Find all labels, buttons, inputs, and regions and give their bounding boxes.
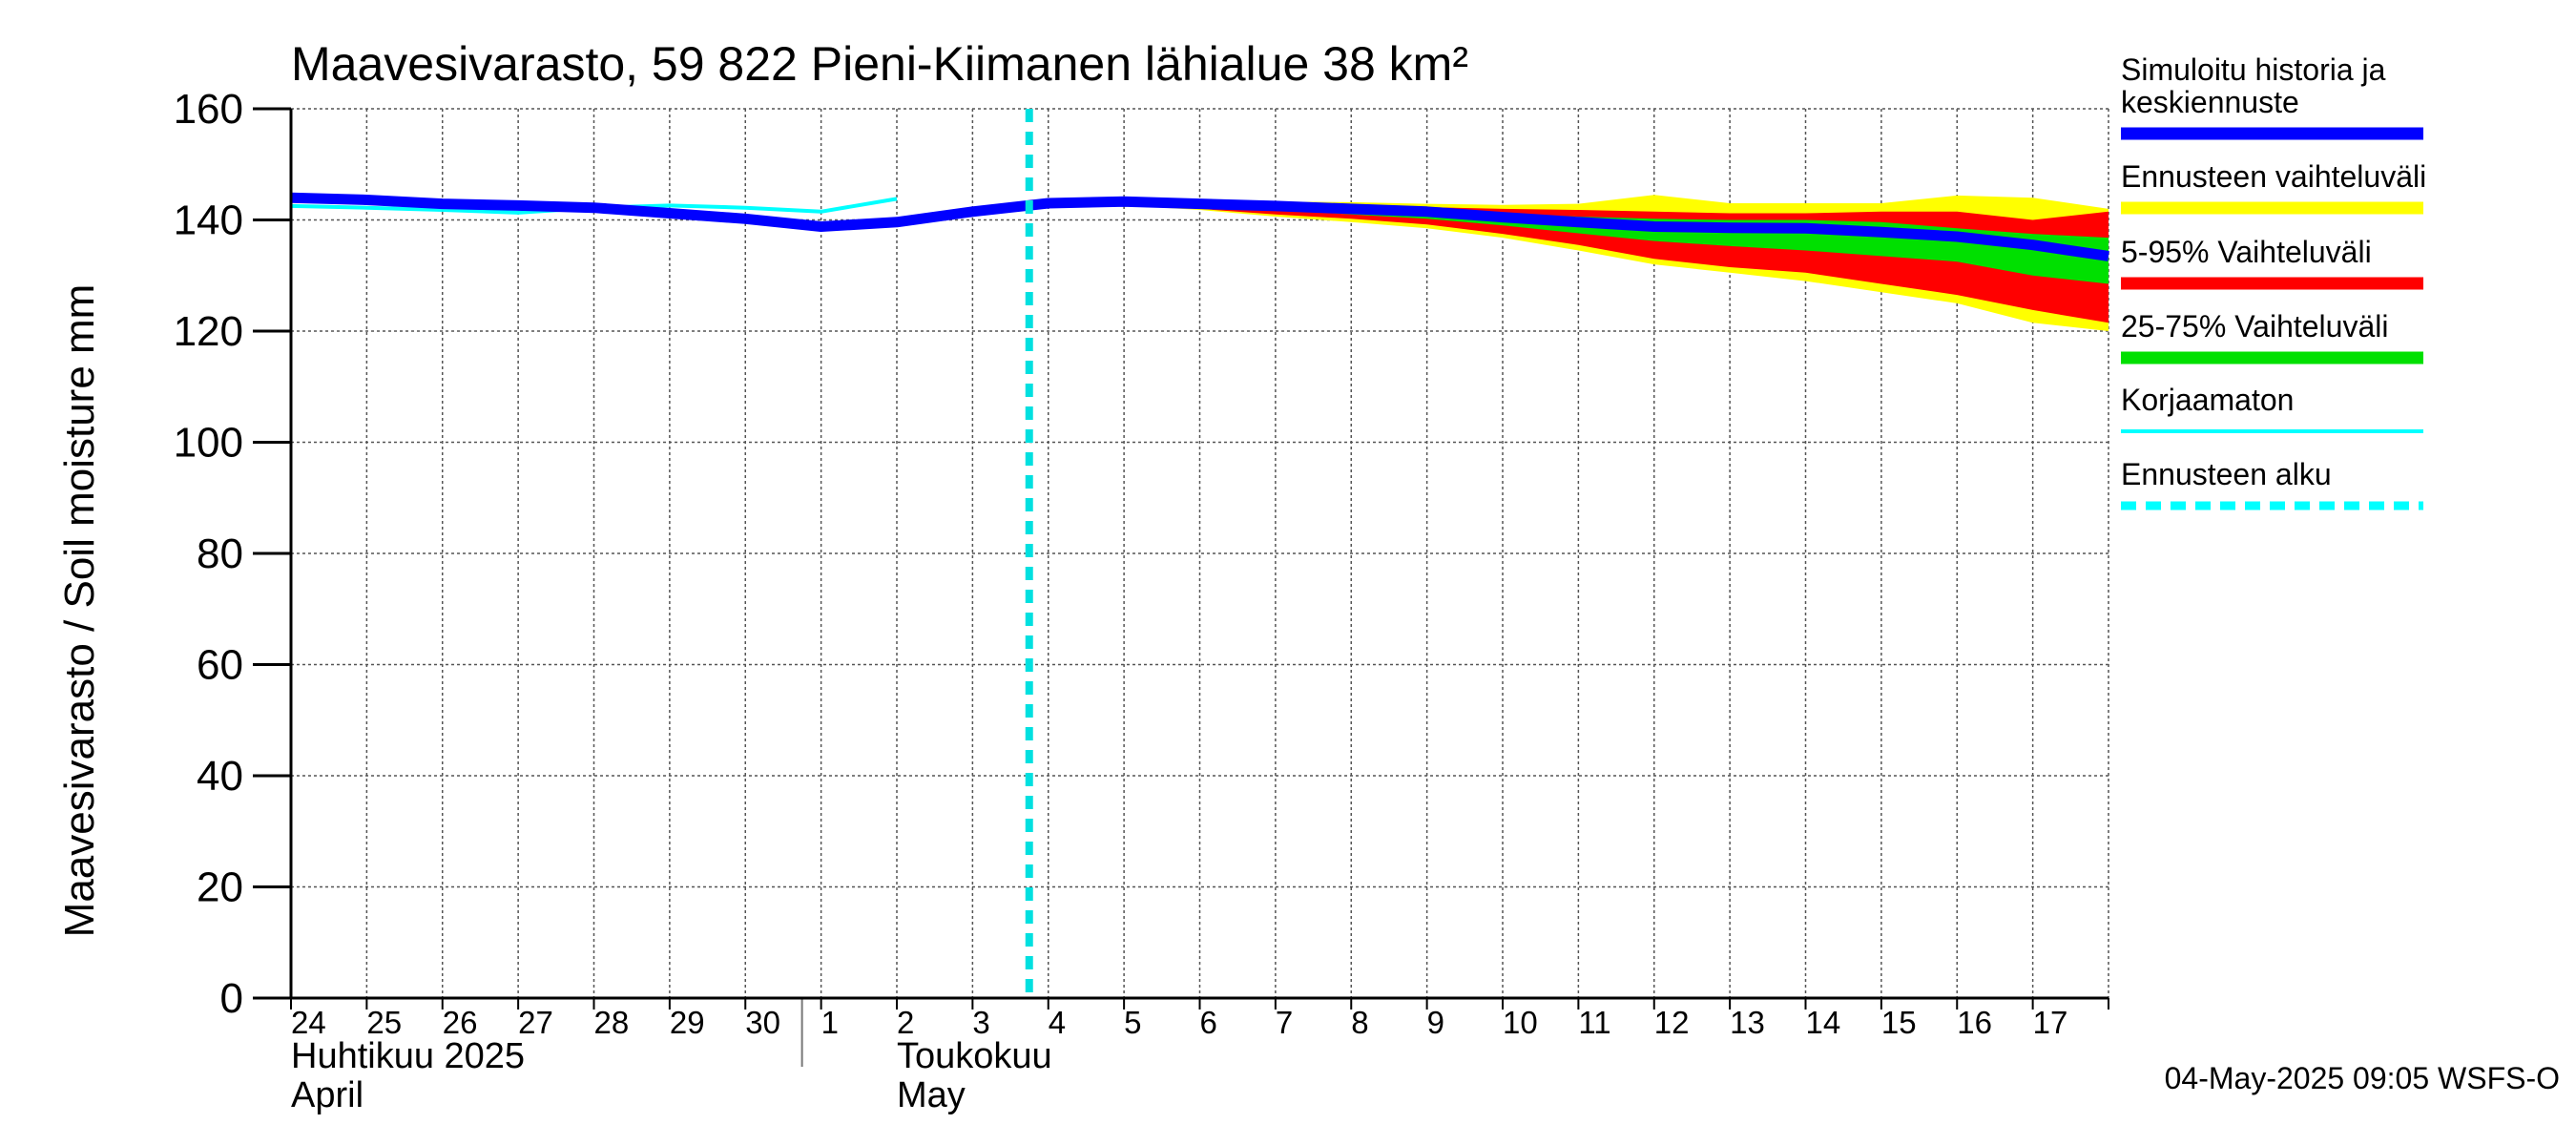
x-tick-label: 13	[1730, 1005, 1765, 1040]
x-tick-label: 24	[291, 1005, 326, 1040]
x-tick-label: 28	[594, 1005, 630, 1040]
x-tick-label: 12	[1654, 1005, 1690, 1040]
month-label-fi: Toukokuu	[897, 1036, 1052, 1076]
y-tick-label: 20	[197, 864, 243, 911]
y-tick-label: 40	[197, 753, 243, 800]
x-tick-label: 30	[745, 1005, 780, 1040]
simulated-median-line	[290, 192, 2109, 261]
legend-label: 5-95% Vaihteluväli	[2121, 235, 2372, 269]
x-tick-label: 25	[366, 1005, 402, 1040]
chart-title: Maavesivarasto, 59 822 Pieni-Kiimanen lä…	[291, 37, 1468, 91]
month-label-fi: Huhtikuu 2025	[291, 1036, 525, 1076]
legend-label: Ennusteen alku	[2121, 457, 2332, 491]
legend-label: Simuloitu historia ja	[2121, 52, 2386, 87]
legend-label: Ennusteen vaihteluväli	[2121, 159, 2426, 194]
band-00e000	[1048, 200, 2109, 284]
y-tick-label: 140	[174, 198, 243, 244]
x-tick-label: 3	[972, 1005, 989, 1040]
y-tick-label: 0	[220, 975, 243, 1022]
x-tick-label: 7	[1276, 1005, 1293, 1040]
x-tick-label: 27	[518, 1005, 553, 1040]
x-tick-label: 1	[821, 1005, 839, 1040]
timestamp-label: 04-May-2025 09:05 WSFS-O	[2165, 1061, 2560, 1095]
x-tick-label: 9	[1427, 1005, 1444, 1040]
y-tick-label: 60	[197, 642, 243, 689]
x-tick-label: 26	[443, 1005, 478, 1040]
x-tick-label: 16	[1957, 1005, 1992, 1040]
series-lines	[290, 109, 2109, 998]
y-tick-label: 160	[174, 86, 243, 133]
month-label-en: May	[897, 1075, 966, 1115]
x-tick-label: 8	[1351, 1005, 1368, 1040]
x-tick-label: 2	[897, 1005, 914, 1040]
x-tick-label: 29	[670, 1005, 705, 1040]
y-axis-label: Maavesivarasto / Soil moisture mm	[56, 284, 103, 938]
y-tick-label: 120	[174, 308, 243, 355]
x-tick-label: 5	[1124, 1005, 1141, 1040]
x-tick-label: 6	[1200, 1005, 1217, 1040]
x-tick-label: 15	[1881, 1005, 1917, 1040]
x-tick-label: 11	[1578, 1005, 1610, 1040]
x-tick-label: 14	[1806, 1005, 1841, 1040]
legend-label: 25-75% Vaihteluväli	[2121, 309, 2388, 344]
y-tick-label: 100	[174, 420, 243, 467]
x-tick-label: 17	[2033, 1005, 2068, 1040]
legend-label: keskiennuste	[2121, 85, 2299, 119]
month-label-en: April	[291, 1075, 364, 1115]
legend-label: Korjaamaton	[2121, 383, 2294, 417]
x-tick-label: 4	[1049, 1005, 1066, 1040]
x-tick-label: 10	[1503, 1005, 1538, 1040]
y-tick-label: 80	[197, 531, 243, 577]
